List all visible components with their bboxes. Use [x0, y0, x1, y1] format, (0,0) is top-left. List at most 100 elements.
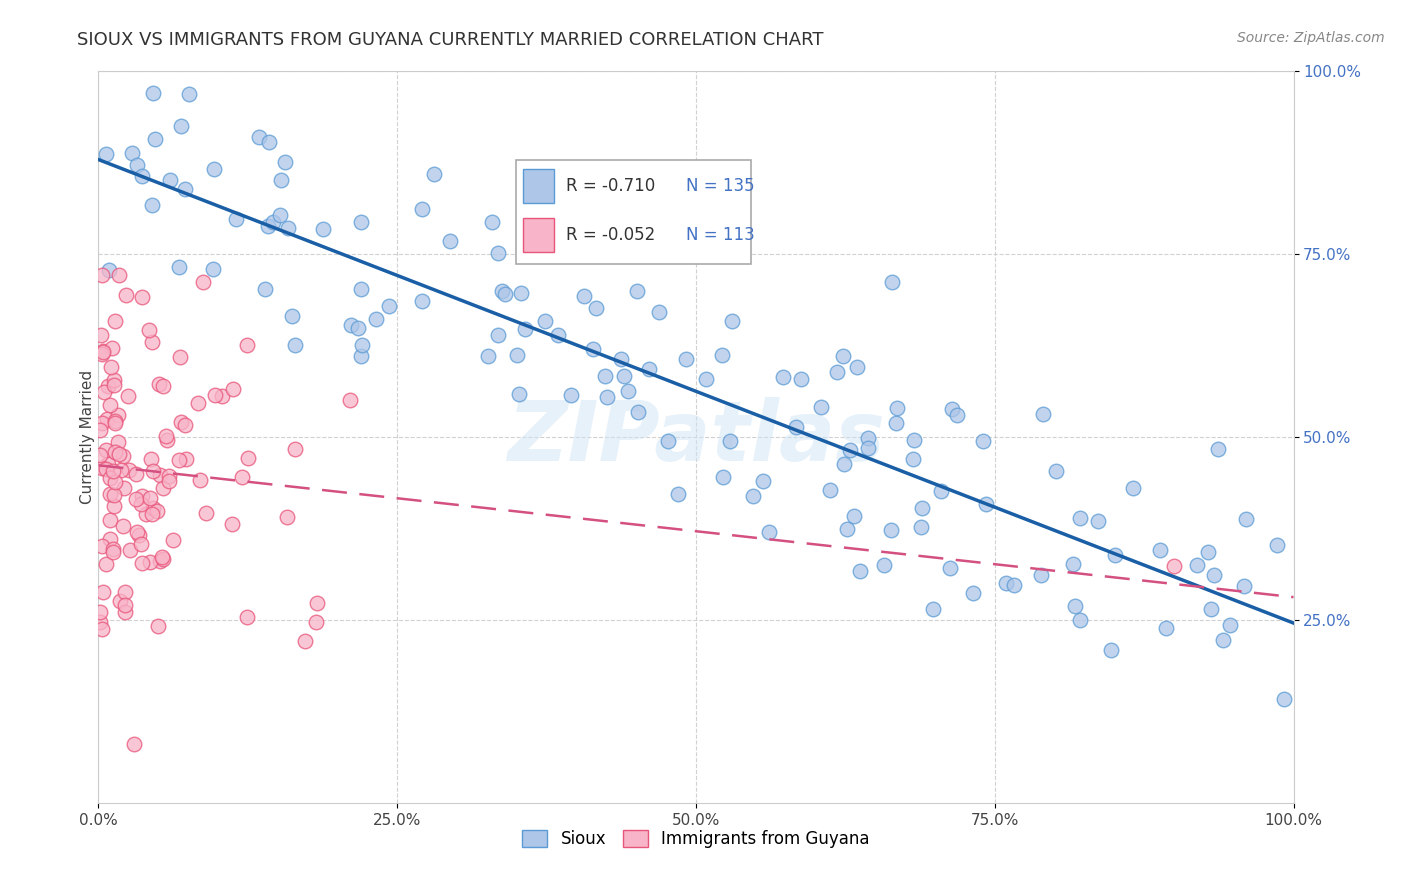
Point: [91, 345, 114, 359]
Point: [174, 181, 197, 195]
Point: [138, 323, 160, 337]
Point: [93, 385, 115, 400]
Point: [91, 539, 114, 553]
Point: [572, 289, 595, 303]
Point: [100, 341, 122, 355]
Point: [350, 282, 373, 296]
Point: [284, 442, 307, 456]
Point: [150, 550, 173, 565]
Point: [1069, 510, 1091, 524]
Point: [884, 417, 907, 431]
Point: [626, 284, 648, 298]
Point: [91, 344, 114, 359]
Point: [752, 475, 775, 489]
Point: [596, 390, 619, 404]
Point: [159, 173, 181, 187]
Point: [939, 561, 962, 575]
Point: [89, 423, 111, 437]
Legend: Sioux, Immigrants from Guyana: Sioux, Immigrants from Guyana: [515, 822, 877, 856]
Point: [880, 523, 903, 537]
Point: [257, 219, 280, 234]
Point: [118, 463, 141, 477]
Point: [128, 528, 150, 542]
Point: [98, 532, 121, 546]
Point: [91, 585, 114, 599]
Point: [157, 468, 180, 483]
Point: [312, 222, 335, 236]
Point: [481, 215, 503, 229]
Point: [922, 602, 945, 616]
Point: [100, 360, 122, 375]
Point: [486, 245, 509, 260]
Point: [486, 328, 509, 343]
Point: [100, 513, 122, 527]
Point: [194, 506, 217, 520]
Point: [91, 622, 114, 636]
Point: [1087, 514, 1109, 528]
Point: [277, 221, 299, 235]
FancyBboxPatch shape: [516, 160, 751, 264]
Point: [103, 373, 125, 387]
Text: R = -0.710: R = -0.710: [567, 178, 655, 195]
Point: [125, 524, 148, 539]
Point: [294, 633, 316, 648]
Point: [856, 442, 879, 456]
Point: [97, 379, 120, 393]
Point: [508, 387, 530, 401]
Point: [1206, 442, 1229, 456]
Y-axis label: Currently Married: Currently Married: [80, 370, 94, 504]
Point: [411, 293, 433, 308]
Point: [225, 211, 247, 226]
Point: [281, 310, 304, 324]
Point: [96, 557, 118, 571]
Point: [491, 284, 513, 298]
Point: [193, 275, 215, 289]
Point: [112, 482, 135, 496]
Point: [156, 433, 179, 447]
Point: [1069, 613, 1091, 627]
Point: [711, 470, 734, 484]
Point: [222, 382, 245, 396]
Point: [131, 489, 153, 503]
Point: [1236, 512, 1258, 526]
Point: [711, 348, 734, 362]
Point: [534, 313, 557, 327]
Point: [247, 130, 270, 145]
Point: [98, 487, 121, 501]
Point: [104, 414, 127, 428]
Point: [637, 362, 659, 376]
Point: [103, 500, 125, 514]
Text: N = 135: N = 135: [686, 178, 755, 195]
Point: [104, 417, 127, 431]
Point: [104, 475, 127, 489]
Point: [90, 416, 112, 430]
Point: [352, 337, 374, 351]
Point: [1045, 464, 1067, 478]
Point: [929, 484, 952, 499]
Point: [1032, 407, 1054, 421]
Point: [848, 564, 870, 578]
Point: [201, 262, 224, 277]
Point: [112, 518, 135, 533]
Point: [378, 299, 401, 313]
Point: [90, 268, 112, 282]
Point: [211, 389, 233, 403]
Point: [143, 132, 166, 146]
Point: [94, 462, 117, 476]
Point: [772, 370, 794, 384]
Point: [846, 359, 869, 374]
Point: [962, 586, 984, 600]
Point: [89, 605, 111, 619]
Point: [842, 508, 865, 523]
Point: [513, 321, 536, 335]
Point: [101, 541, 124, 556]
Point: [101, 544, 124, 558]
Point: [366, 311, 388, 326]
Point: [825, 365, 848, 379]
Point: [174, 452, 197, 467]
Point: [173, 417, 195, 432]
Point: [582, 342, 605, 356]
Point: [149, 554, 172, 568]
Point: [838, 443, 860, 458]
Point: [832, 458, 855, 472]
